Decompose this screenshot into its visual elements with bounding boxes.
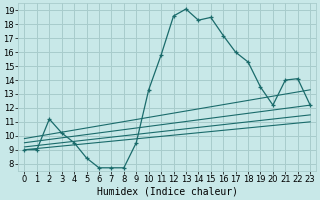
X-axis label: Humidex (Indice chaleur): Humidex (Indice chaleur) — [97, 187, 238, 197]
